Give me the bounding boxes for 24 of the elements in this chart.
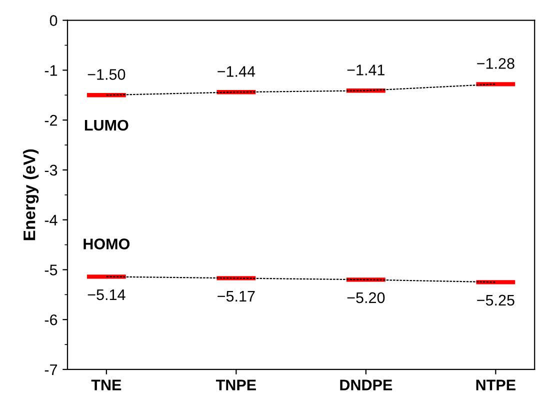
y-tick-label: -6	[44, 314, 58, 326]
data-label: −1.28	[477, 58, 514, 69]
y-tick-label: -3	[44, 164, 58, 176]
y-tick-label: -1	[44, 65, 58, 76]
y-tick-label: -7	[44, 364, 58, 375]
line-series	[106, 84, 496, 96]
data-label: −5.14	[88, 289, 126, 300]
y-axis-title: Energy (eV)	[23, 149, 39, 240]
data-label: −1.44	[218, 66, 256, 77]
y-tick-label: -5	[44, 264, 58, 276]
x-tick-label: TNE	[91, 380, 122, 390]
data-label: −5.25	[477, 294, 514, 306]
data-label: −1.50	[88, 69, 126, 80]
data-label: −5.17	[218, 290, 255, 302]
x-tick-label: DNDPE	[340, 380, 392, 390]
data-label: −5.20	[347, 292, 385, 304]
data-label: −1.41	[347, 64, 385, 76]
x-tick-label: TNPE	[216, 380, 256, 390]
series-label: HOMO	[84, 238, 130, 250]
y-tick-label: -4	[44, 214, 58, 226]
y-tick-label: 0	[50, 15, 58, 26]
y-tick-label: -2	[44, 114, 58, 126]
x-tick-label: NTPE	[476, 380, 516, 390]
series-label: LUMO	[84, 120, 128, 131]
